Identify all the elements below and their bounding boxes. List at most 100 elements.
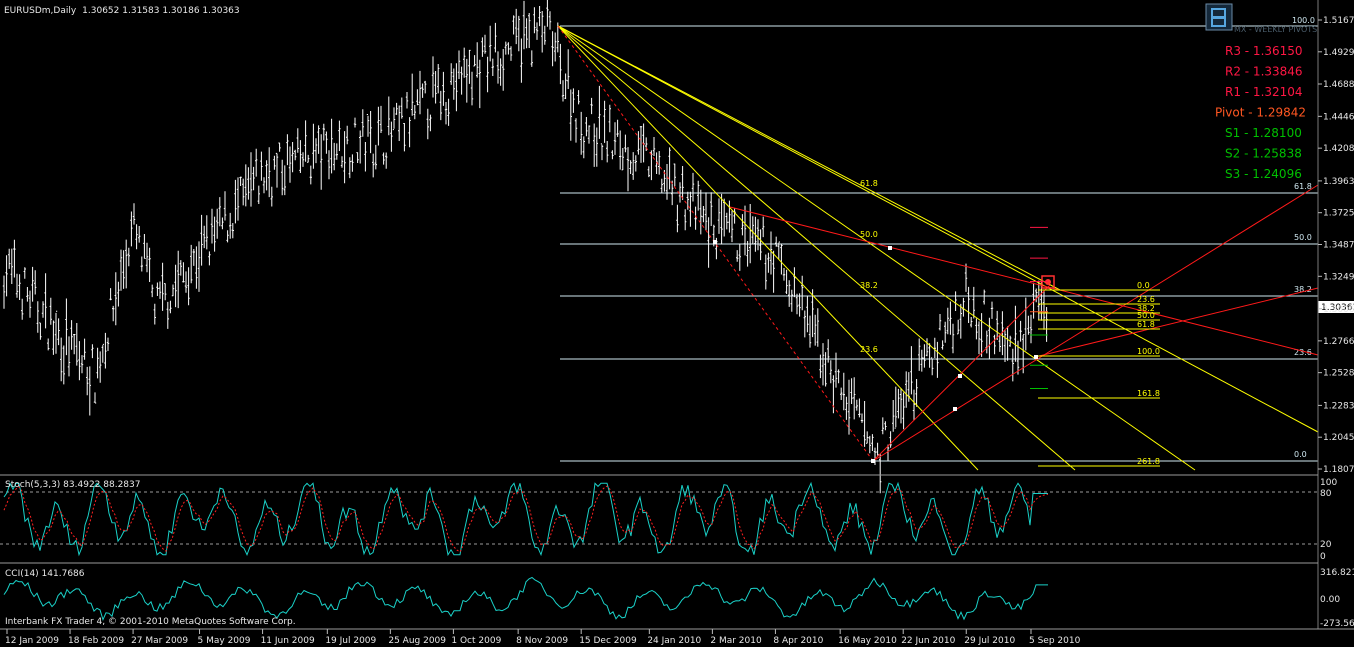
stoch-level-0-label: 0 <box>1320 552 1326 562</box>
cci-zero-label: 0.00 <box>1320 595 1340 605</box>
time-tick-label: 29 Jul 2010 <box>964 636 1015 646</box>
anchor-point[interactable] <box>953 407 957 411</box>
fib-level-label: 23.6 <box>1294 348 1312 357</box>
time-tick-label: 24 Jan 2010 <box>647 636 701 646</box>
price-tick-label: 1.20450 <box>1323 433 1354 443</box>
fan-line <box>557 25 1061 291</box>
pivot-level-marks <box>1030 226 1048 389</box>
price-tick-label: 1.49290 <box>1323 48 1354 58</box>
chart-title: EURUSDm,Daily 1.30652 1.31583 1.30186 1.3… <box>4 6 240 16</box>
price-tick-label: 1.42080 <box>1323 144 1354 154</box>
expansion-label: 0.0 <box>1137 281 1150 290</box>
cci-min-label: -273.562 <box>1320 619 1354 629</box>
expansion-label: 61.8 <box>1137 320 1155 329</box>
expansion-label: 38.2 <box>1137 304 1155 313</box>
expansion-label: 50.0 <box>1137 311 1155 320</box>
stoch-label: Stoch(5,3,3) 83.4922 88.2837 <box>5 480 140 490</box>
time-tick-label: 25 Aug 2009 <box>388 636 446 646</box>
current-price-label: 1.30363 <box>1321 303 1354 313</box>
stoch-main-line <box>3 481 1048 557</box>
stoch-signal-line <box>3 485 1049 553</box>
anchor-point[interactable] <box>713 240 717 244</box>
stoch-level-100-label: 100 <box>1320 478 1337 488</box>
fan-line <box>557 25 1076 471</box>
time-tick-label: 18 Feb 2009 <box>68 636 124 646</box>
price-alert-dot <box>1045 279 1051 285</box>
expansion-label: 100.0 <box>1137 347 1160 356</box>
fan-label: 50.0 <box>860 230 878 239</box>
price-axis[interactable]: 1.51670 1.49290 1.46880 1.44460 1.42080 1.396… <box>1318 16 1354 475</box>
price-bars <box>2 0 1048 494</box>
fibo-fan[interactable]: 61.850.038.223.6 <box>557 25 1319 471</box>
cci-label: CCI(14) 141.7686 <box>5 569 85 579</box>
cci-panel[interactable]: CCI(14) 141.7686 316.8215 0.00 -273.562 … <box>3 568 1354 629</box>
time-tick-label: 27 Mar 2009 <box>131 636 188 646</box>
weekly-pivots-legend: R3 - 1.36150 R2 - 1.33846 R1 - 1.32104 Pivo… <box>1215 44 1306 181</box>
anchor-point[interactable] <box>888 246 892 250</box>
pivot-indicator-label: MX - WEEKLY PIVOTS <box>1234 25 1317 34</box>
trend-line <box>729 206 1319 356</box>
time-tick-label: 8 Nov 2009 <box>516 636 568 646</box>
fib-level-label: 38.2 <box>1294 285 1312 294</box>
fibo-retracement[interactable]: 100.061.850.038.223.60.0 <box>560 16 1318 462</box>
cci-line <box>3 576 1048 622</box>
pivot-indicator-icon[interactable] <box>1205 3 1233 31</box>
price-alert-marker[interactable] <box>1041 275 1055 289</box>
price-tick-label: 1.32490 <box>1323 272 1354 282</box>
trend-lines[interactable] <box>557 25 1319 463</box>
stoch-level-20-label: 20 <box>1320 540 1332 550</box>
copyright-text: Interbank FX Trader 4, © 2001-2010 MetaQ… <box>5 617 296 627</box>
price-tick-label: 1.51670 <box>1323 16 1354 26</box>
time-tick-label: 22 Jun 2010 <box>901 636 955 646</box>
price-tick-label: 1.37250 <box>1323 209 1354 219</box>
fib-level-label: 61.8 <box>1294 182 1312 191</box>
current-price-marker: 1.30363 <box>1318 301 1354 313</box>
pivot-label: S2 - 1.25838 <box>1225 147 1302 161</box>
trend-line <box>1034 287 1319 358</box>
anchor-point[interactable] <box>1034 355 1038 359</box>
fibo-expansion[interactable]: 0.0 23.638.250.061.8 100.0 161.8 261.8 <box>1038 281 1160 467</box>
fan-line <box>557 25 1319 433</box>
price-tick-label: 1.30060 <box>1323 305 1354 315</box>
anchor-point[interactable] <box>871 459 875 463</box>
time-tick-label: 5 Sep 2010 <box>1029 636 1081 646</box>
time-tick-label: 5 May 2009 <box>198 636 251 646</box>
price-panel[interactable]: 100.061.850.038.223.60.0 61.850.038.223.… <box>2 0 1319 494</box>
fib-level-label: 50.0 <box>1294 233 1312 242</box>
time-tick-label: 19 Jul 2009 <box>325 636 376 646</box>
pivot-label: S3 - 1.24096 <box>1225 167 1302 181</box>
fan-label: 38.2 <box>860 281 878 290</box>
cci-max-label: 316.8215 <box>1320 568 1354 578</box>
pivot-label: R3 - 1.36150 <box>1225 44 1303 58</box>
fan-label: 23.6 <box>860 345 878 354</box>
price-tick-label: 1.39630 <box>1323 177 1354 187</box>
anchor-point[interactable] <box>958 374 962 378</box>
price-tick-label: 1.18070 <box>1323 465 1354 475</box>
pivot-label: Pivot - 1.29842 <box>1215 106 1306 120</box>
fan-line <box>557 25 979 471</box>
pivot-label: R1 - 1.32104 <box>1225 85 1303 99</box>
time-axis[interactable]: 12 Jan 2009 18 Feb 2009 27 Mar 2009 5 May 2… <box>5 629 1081 646</box>
time-tick-label: 1 Oct 2009 <box>451 636 501 646</box>
price-tick-label: 1.27660 <box>1323 337 1354 347</box>
expansion-label: 161.8 <box>1137 389 1160 398</box>
price-tick-label: 1.44460 <box>1323 112 1354 122</box>
time-tick-label: 8 Apr 2010 <box>773 636 823 646</box>
expansion-label: 23.6 <box>1137 295 1155 304</box>
time-tick-label: 11 Jun 2009 <box>261 636 315 646</box>
time-tick-label: 16 May 2010 <box>838 636 897 646</box>
price-tick-label: 1.34870 <box>1323 241 1354 251</box>
time-tick-label: 2 Mar 2010 <box>710 636 762 646</box>
stochastic-panel[interactable]: Stoch(5,3,3) 83.4922 88.2837 100 80 20 0 <box>0 478 1337 562</box>
price-tick-label: 1.22830 <box>1323 401 1354 411</box>
stoch-level-80-label: 80 <box>1320 489 1332 499</box>
pivot-label: R2 - 1.33846 <box>1225 65 1303 79</box>
price-tick-label: 1.25280 <box>1323 369 1354 379</box>
candlesticks <box>2 0 1048 494</box>
fib-level-label: 0.0 <box>1294 450 1307 459</box>
trend-line <box>872 184 1319 462</box>
trend-line <box>872 284 1051 462</box>
pivot-label: S1 - 1.28100 <box>1225 126 1302 140</box>
